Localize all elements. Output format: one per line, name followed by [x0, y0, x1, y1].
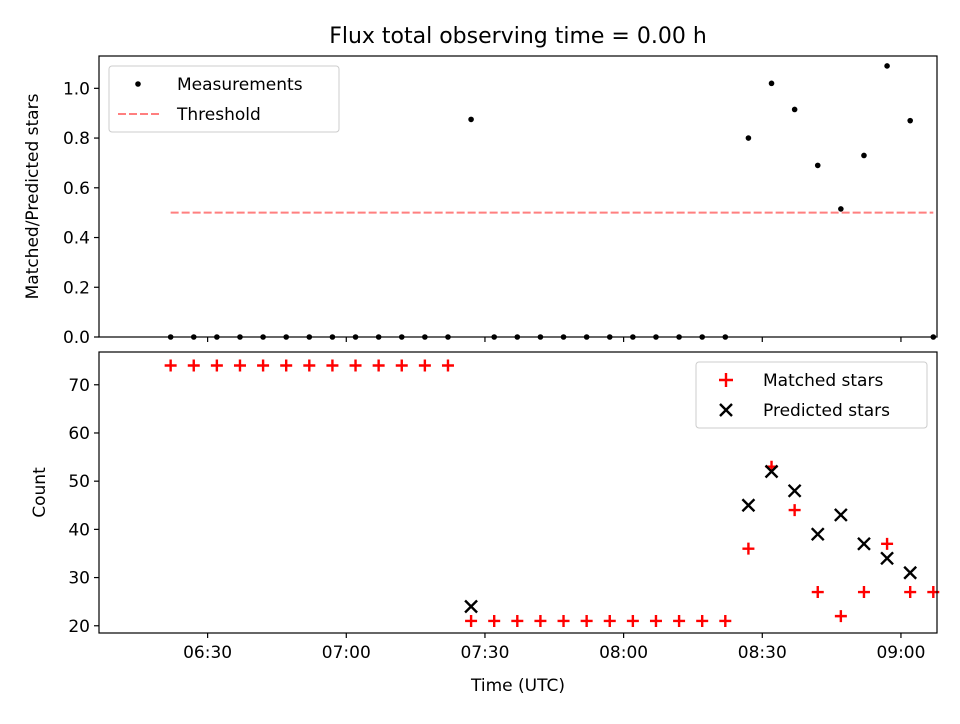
x-tick-label: 07:00	[322, 643, 371, 663]
legend-measurements-label: Measurements	[177, 75, 303, 95]
matched-stars-point	[257, 359, 270, 372]
predicted-stars-point	[810, 527, 825, 542]
matched-stars-point	[465, 614, 478, 627]
count-panel-ticks: 20 30 40 50 60 70 06:30 07:00 07:30 08:00 08:30 09:…	[68, 376, 925, 663]
matched-stars-point	[603, 614, 616, 627]
ratio-panel-legend: Measurements Threshold	[108, 65, 340, 133]
matched-stars-point	[441, 359, 454, 372]
count-panel: 20 30 40 50 60 70 06:30 07:00 07:30 08:00 08:30 09:…	[30, 351, 940, 663]
y-tick-label: 40	[68, 520, 90, 540]
matched-stars-point	[557, 614, 570, 627]
measurement-point	[838, 206, 844, 212]
legend-measurements-marker	[135, 81, 141, 87]
x-axis-label: Time (UTC)	[470, 676, 565, 696]
ratio-panel-frame	[98, 55, 938, 338]
y-tick-label: 70	[68, 376, 90, 396]
matched-stars-point	[788, 504, 801, 517]
matched-stars-point	[857, 586, 870, 599]
matched-stars-point	[626, 614, 639, 627]
predicted-stars-point	[880, 551, 894, 566]
matched-stars-point	[233, 359, 246, 372]
x-tick-label: 06:30	[183, 643, 232, 663]
legend-predicted-label: Predicted stars	[763, 401, 890, 421]
chart-title: Flux total observing time = 0.00 h	[329, 24, 707, 49]
count-panel-legend: Matched stars Predicted stars	[695, 361, 928, 429]
ratio-panel: 0.0 0.2 0.4 0.6 0.8 1.0 Matched/Predicted sta…	[23, 55, 938, 348]
matched-stars-point	[649, 614, 662, 627]
x-tick-label: 09:00	[876, 643, 925, 663]
matched-stars-point	[326, 359, 339, 372]
ratio-legend-box	[108, 65, 340, 133]
matched-stars-point	[488, 614, 501, 627]
matched-stars-point	[303, 359, 316, 372]
ratio-panel-ticks: 0.0 0.2 0.4 0.6 0.8 1.0	[63, 79, 902, 348]
y-tick-label: 0.8	[63, 129, 90, 149]
matched-stars-point	[719, 614, 732, 627]
y-tick-label: 20	[68, 617, 90, 637]
matched-stars-point	[511, 614, 524, 627]
measurement-point	[791, 106, 798, 113]
matched-stars-point	[904, 586, 917, 599]
ratio-panel-ylabel: Matched/Predicted stars	[23, 93, 43, 299]
matched-stars-point	[742, 542, 755, 555]
predicted-stars-point	[464, 599, 478, 614]
predicted-stars-point	[787, 483, 802, 498]
matched-stars-point	[811, 586, 824, 599]
matched-stars-point	[534, 614, 547, 627]
y-tick-label: 60	[68, 424, 90, 444]
matched-stars-point	[210, 359, 223, 372]
measurement-point	[884, 63, 890, 69]
matched-stars-point	[881, 537, 894, 550]
matched-stars-point	[580, 614, 593, 627]
measurement-point	[768, 80, 775, 87]
x-tick-label: 07:30	[460, 643, 509, 663]
y-tick-label: 0.2	[63, 278, 90, 298]
legend-matched-label: Matched stars	[763, 371, 883, 391]
legend-threshold-label: Threshold	[176, 105, 261, 125]
matched-stars-point	[834, 610, 847, 623]
measurement-point	[745, 135, 752, 141]
matched-stars-point	[164, 359, 177, 372]
y-tick-label: 0.4	[63, 229, 90, 249]
legend-matched-marker	[719, 373, 733, 387]
matched-stars-point	[418, 359, 431, 372]
measurement-point	[907, 117, 913, 124]
y-tick-label: 1.0	[63, 79, 90, 99]
predicted-stars-point	[857, 536, 871, 551]
matched-stars-point	[395, 359, 408, 372]
predicted-stars-point	[741, 498, 756, 513]
matched-stars-point	[349, 359, 362, 372]
y-tick-label: 0.0	[63, 328, 90, 348]
measurement-point	[814, 162, 821, 169]
count-panel-ylabel: Count	[30, 467, 50, 518]
x-tick-label: 08:30	[738, 643, 787, 663]
matched-stars-point	[280, 359, 293, 372]
predicted-stars-point	[903, 565, 918, 580]
predicted-stars-point	[764, 464, 779, 479]
count-panel-frame	[98, 351, 938, 634]
measurement-point	[861, 152, 867, 159]
count-panel-marks	[164, 359, 940, 627]
measurement-point	[468, 116, 474, 123]
matched-stars-point	[372, 359, 385, 372]
count-legend-box	[695, 361, 928, 429]
legend-predicted-marker	[719, 403, 733, 417]
y-tick-label: 30	[68, 569, 90, 589]
y-tick-label: 50	[68, 472, 90, 492]
x-tick-label: 08:00	[599, 643, 648, 663]
matched-stars-point	[187, 359, 200, 372]
matched-stars-point	[673, 614, 686, 627]
predicted-stars-point	[834, 508, 848, 522]
y-tick-label: 0.6	[63, 179, 90, 199]
matched-stars-point	[696, 614, 709, 627]
